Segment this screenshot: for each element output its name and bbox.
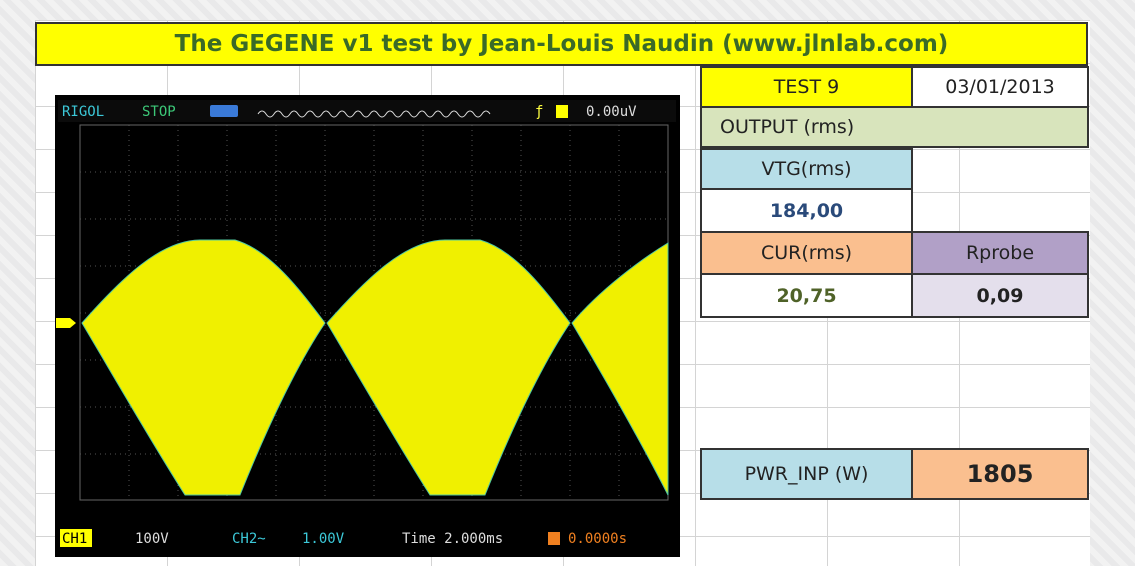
ch2-label: CH2~	[232, 531, 266, 547]
trigger-level: 0.00uV	[586, 104, 637, 120]
pwr-value: 1805	[911, 448, 1089, 500]
title: The GEGENE v1 test by Jean-Louis Naudin …	[35, 22, 1088, 66]
ch2-scale: 1.00V	[302, 531, 345, 547]
battery-icon	[210, 105, 238, 117]
vtg-label: VTG(rms)	[700, 148, 913, 190]
oscilloscope: RIGOL STOP ƒ 0.00uV CH1 100V CH2~ 1.00V …	[55, 95, 680, 557]
cur-label: CUR(rms)	[700, 231, 913, 275]
timebase: Time 2.000ms	[402, 531, 503, 547]
offset-icon	[548, 532, 560, 545]
trigger-offset: 0.0000s	[568, 531, 627, 547]
output-cell: OUTPUT (rms)	[700, 106, 1089, 148]
ch1-badge	[556, 105, 568, 118]
test-cell: TEST 9	[700, 66, 913, 108]
ch1-label: CH1	[62, 531, 87, 547]
page: The GEGENE v1 test by Jean-Louis Naudin …	[0, 0, 1135, 566]
cur-value: 20,75	[700, 273, 913, 318]
date-cell: 03/01/2013	[911, 66, 1089, 108]
ch1-scale: 100V	[135, 531, 169, 547]
status: STOP	[142, 104, 176, 120]
rprobe-label: Rprobe	[911, 231, 1089, 275]
vtg-value: 184,00	[700, 188, 913, 233]
pwr-label: PWR_INP (W)	[700, 448, 913, 500]
brand: RIGOL	[62, 104, 104, 120]
trigger-edge: ƒ	[535, 104, 543, 120]
rprobe-value: 0,09	[911, 273, 1089, 318]
